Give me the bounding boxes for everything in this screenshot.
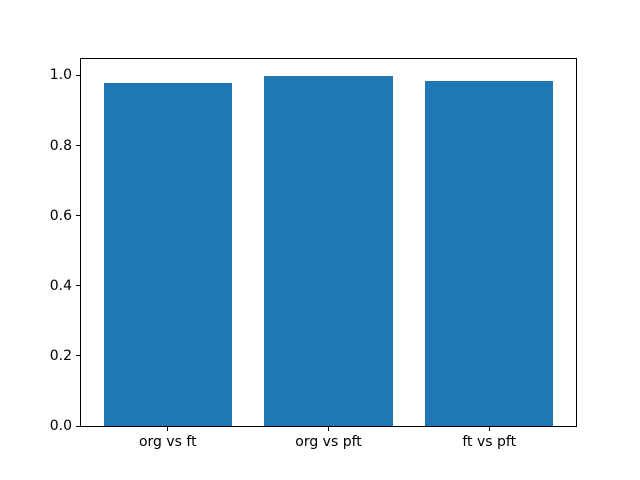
y-tick-label: 0.0 <box>49 418 72 434</box>
x-tick-mark <box>328 426 329 431</box>
bar-org-vs-pft <box>264 76 393 426</box>
y-tick-mark <box>76 145 81 147</box>
y-tick-label: 0.4 <box>49 277 72 294</box>
y-tick-mark <box>76 215 81 217</box>
y-tick-mark <box>76 74 81 76</box>
x-tick-label-ft-vs-pft: ft vs pft <box>462 434 517 450</box>
x-tick-label-org-vs-pft: org vs pft <box>295 434 362 450</box>
bar-ft-vs-pft <box>424 81 554 426</box>
y-tick-label: 0.8 <box>49 137 72 154</box>
x-tick-mark <box>167 426 169 431</box>
y-tick-label: 0.2 <box>49 347 72 364</box>
y-tick-mark <box>76 285 81 287</box>
axes: 0.0 0.2 0.4 0.6 0.8 1.0 org vs ft org vs pft ft … <box>50 58 577 450</box>
x-tick-label-org-vs-ft: org vs ft <box>138 434 197 450</box>
y-tick-label: 0.6 <box>49 207 72 224</box>
y-tick-mark <box>76 425 81 427</box>
x-tick-mark <box>488 426 490 431</box>
bar-org-vs-ft <box>103 82 233 426</box>
y-tick-label: 1.0 <box>49 67 72 84</box>
y-tick-mark <box>76 355 81 357</box>
